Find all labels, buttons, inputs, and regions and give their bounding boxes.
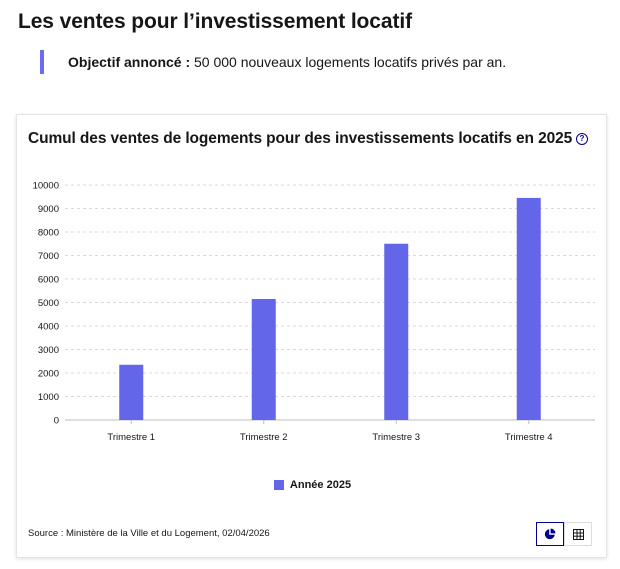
y-tick-label: 3000 bbox=[38, 345, 59, 356]
help-icon[interactable]: ? bbox=[576, 133, 588, 145]
x-tick-label: Trimestre 3 bbox=[372, 432, 420, 443]
table-view-button[interactable] bbox=[564, 522, 592, 546]
objective-text: 50 000 nouveaux logements locatifs privé… bbox=[190, 54, 507, 70]
legend-label: Année 2025 bbox=[289, 479, 352, 491]
y-tick-label: 2000 bbox=[38, 369, 59, 380]
x-tick-label: Trimestre 4 bbox=[505, 432, 553, 443]
y-tick-label: 1000 bbox=[38, 392, 59, 403]
objective-callout: Objectif annoncé : 50 000 nouveaux logem… bbox=[40, 50, 600, 74]
pie-chart-icon bbox=[544, 528, 556, 540]
objective-label: Objectif annoncé : bbox=[68, 54, 191, 70]
bar bbox=[516, 197, 541, 420]
x-tick-label: Trimestre 2 bbox=[240, 432, 288, 443]
chart-view-button[interactable] bbox=[536, 522, 564, 546]
y-tick-label: 10000 bbox=[33, 181, 59, 192]
source-note: Source : Ministère de la Ville et du Log… bbox=[28, 528, 270, 539]
page-title: Les ventes pour l’investissement locatif bbox=[18, 10, 412, 33]
y-tick-label: 6000 bbox=[38, 275, 59, 286]
table-icon bbox=[572, 528, 584, 540]
x-tick-label: Trimestre 1 bbox=[107, 432, 155, 443]
bar bbox=[251, 298, 276, 420]
bar bbox=[384, 243, 409, 420]
bar bbox=[119, 364, 144, 420]
y-tick-label: 5000 bbox=[38, 298, 59, 309]
legend-swatch bbox=[273, 480, 284, 490]
y-tick-label: 7000 bbox=[38, 251, 59, 262]
y-tick-label: 9000 bbox=[38, 204, 59, 215]
y-tick-label: 0 bbox=[54, 416, 59, 427]
y-tick-label: 4000 bbox=[38, 322, 59, 333]
chart-legend: Année 2025 bbox=[17, 479, 608, 491]
y-tick-label: 8000 bbox=[38, 228, 59, 239]
chart-card: Cumul des ventes de logements pour des i… bbox=[16, 114, 607, 558]
bar-chart: 0 1000 2000 3000 4000 5000 6000 7000 8000 9000 100… bbox=[33, 181, 595, 443]
chart-title: Cumul des ventes de logements pour des i… bbox=[28, 130, 573, 147]
